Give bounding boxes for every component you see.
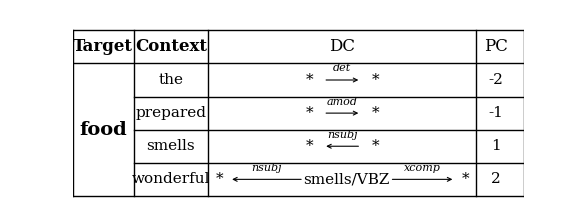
Text: smells/VBZ: smells/VBZ [304, 172, 390, 186]
Text: 2: 2 [491, 172, 501, 186]
Text: -2: -2 [488, 73, 503, 87]
Text: *: * [371, 106, 379, 120]
Text: nsubj: nsubj [327, 130, 357, 140]
Text: xcomp: xcomp [404, 163, 441, 173]
Text: wonderful: wonderful [132, 172, 210, 186]
Text: PC: PC [484, 38, 508, 55]
Text: smells: smells [147, 139, 195, 153]
Text: *: * [371, 139, 379, 153]
Text: Context: Context [135, 38, 207, 55]
Text: *: * [306, 106, 313, 120]
Text: det: det [333, 63, 352, 73]
Text: *: * [371, 73, 379, 87]
Text: 1: 1 [491, 139, 501, 153]
Text: amod: amod [327, 97, 358, 107]
Text: *: * [215, 172, 223, 186]
Text: -1: -1 [488, 106, 503, 120]
Text: *: * [306, 73, 313, 87]
Text: prepared: prepared [136, 106, 207, 120]
Text: food: food [79, 121, 127, 139]
Text: nsubj: nsubj [251, 163, 282, 173]
Text: *: * [462, 172, 469, 186]
Text: *: * [306, 139, 313, 153]
Text: Target: Target [73, 38, 133, 55]
Text: DC: DC [329, 38, 355, 55]
Text: the: the [158, 73, 183, 87]
